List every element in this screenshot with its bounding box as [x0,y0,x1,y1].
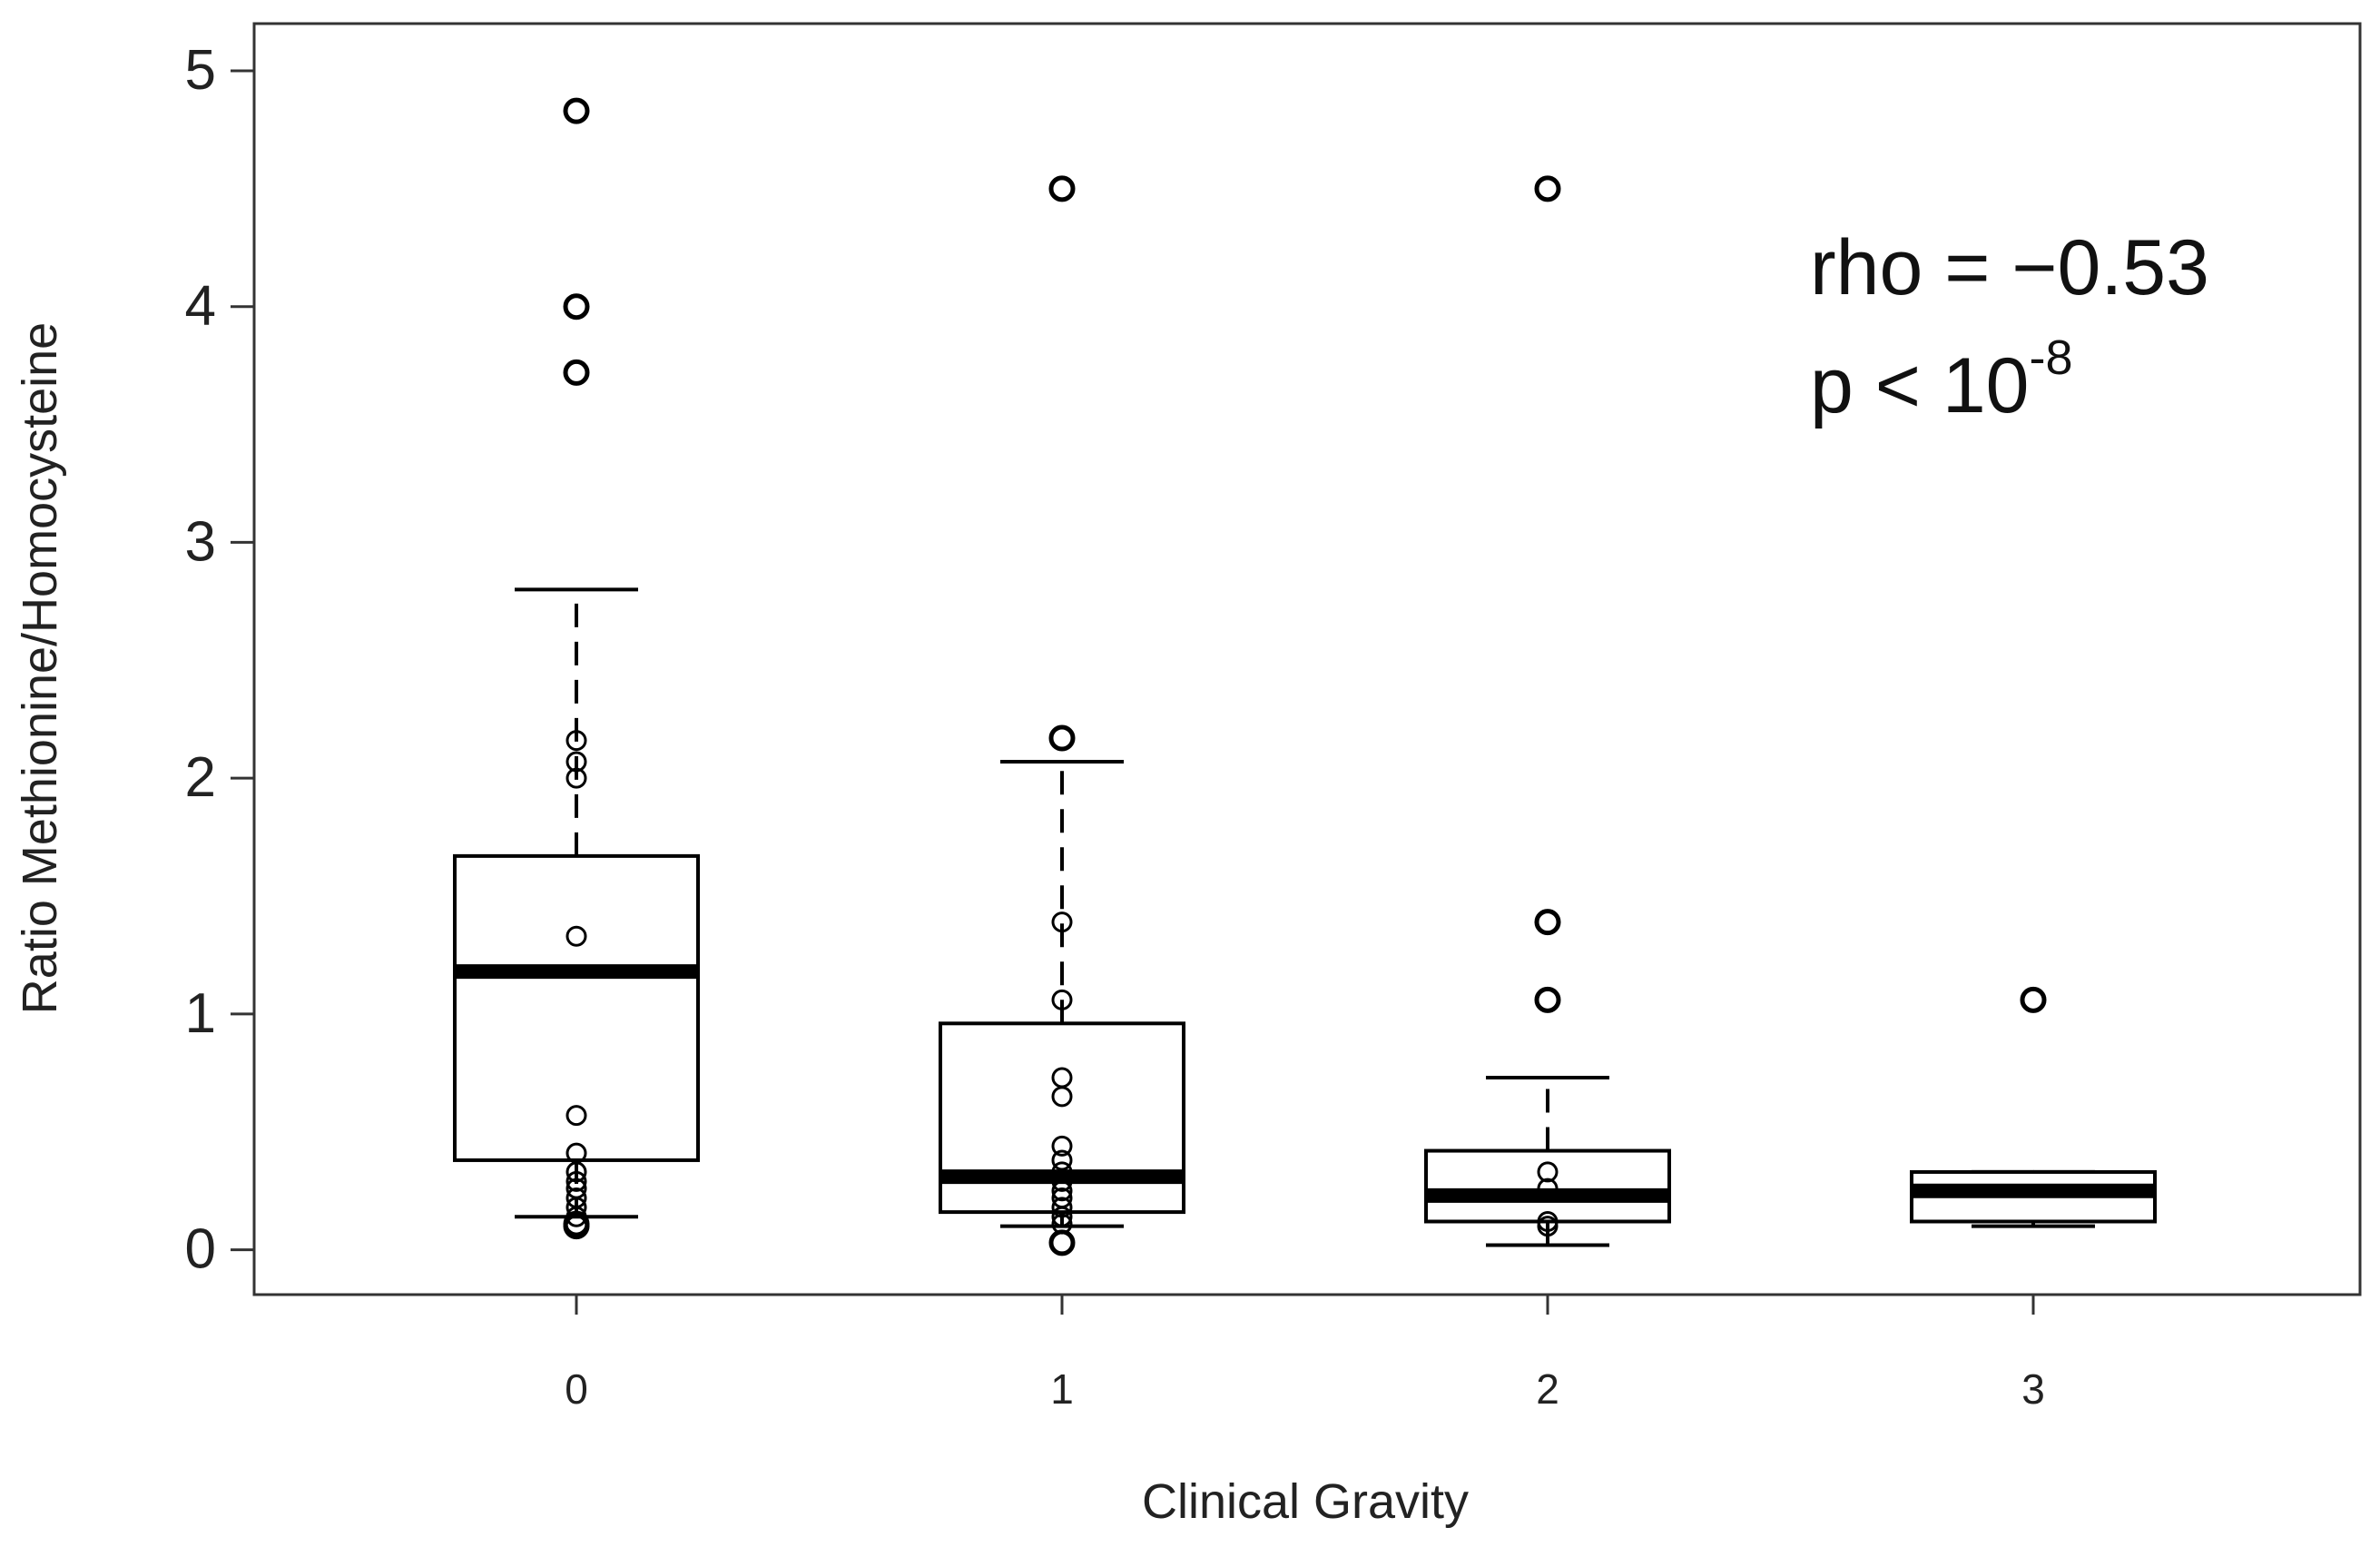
data-point [565,730,587,752]
y-tick-label: 2 [185,746,216,809]
data-point [1534,986,1561,1013]
data-point [1048,1229,1076,1256]
data-point [1051,1149,1073,1171]
data-point [1048,175,1076,202]
iqr-box [453,853,700,1162]
data-point [1051,1135,1073,1157]
box-category-3 [1910,986,2157,1228]
data-point [565,925,587,947]
data-point [563,97,590,124]
data-point [1537,1216,1559,1237]
data-point [563,293,590,320]
data-point [1048,724,1076,752]
box-category-0 [453,97,700,1240]
rho-annotation: rho = −0.53 [1810,224,2209,311]
y-tick-label: 5 [185,39,216,102]
x-tick-label: 0 [565,1365,588,1413]
data-point [565,1161,587,1183]
y-tick-label: 3 [185,510,216,573]
p-value-annotation: p < 10-8 [1810,330,2073,429]
data-point [563,359,590,386]
x-tick-label: 1 [1050,1365,1074,1413]
box-group [453,97,2157,1256]
y-tick-label: 0 [185,1218,216,1281]
data-point [565,767,587,789]
data-point [1051,1170,1073,1192]
box-category-2 [1424,175,1671,1247]
y-tick-label: 4 [185,275,216,338]
y-axis-title: Ratio Methionine/Homocysteine [13,322,67,1014]
data-point [1534,175,1561,202]
data-point [563,1213,590,1240]
data-point [565,1105,587,1127]
x-axis-title: Clinical Gravity [1142,1474,1469,1529]
p-value-exponent: -8 [2030,330,2073,385]
x-tick-label: 2 [1536,1365,1559,1413]
x-axis: 0 1 2 3 [565,1295,2045,1413]
data-point [1051,1206,1073,1227]
data-point [1537,1161,1559,1183]
x-tick-label: 3 [2021,1365,2045,1413]
data-point [1537,1177,1559,1199]
data-point [1051,1197,1073,1218]
data-point [1051,1180,1073,1202]
iqr-box [1424,1148,1671,1224]
box-category-1 [939,175,1185,1256]
data-point [2020,986,2047,1013]
data-point [1051,989,1073,1010]
data-point [1051,1086,1073,1108]
p-value-base: p < 10 [1810,342,2030,429]
data-point [1534,909,1561,936]
data-point [565,1170,587,1192]
y-tick-label: 1 [185,982,216,1045]
y-axis: 0 1 2 3 4 5 [185,39,256,1281]
data-point [565,751,587,773]
data-point [1051,911,1073,933]
